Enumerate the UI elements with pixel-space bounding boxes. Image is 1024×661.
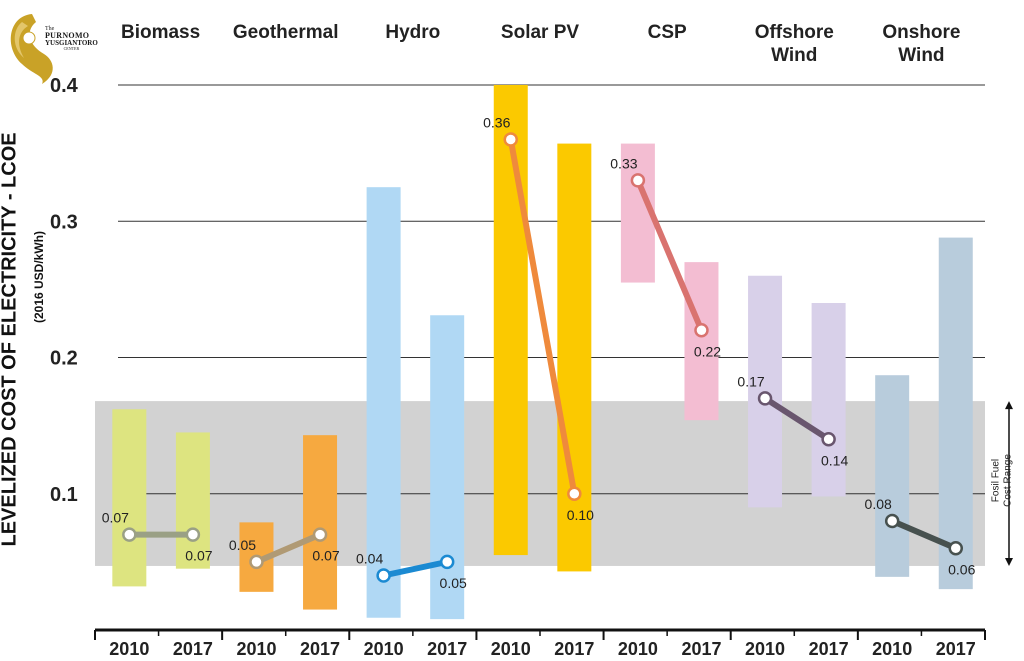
average-point	[312, 527, 328, 542]
range-bar-2010	[366, 187, 401, 618]
range-bar-2017	[430, 315, 465, 620]
average-point	[567, 486, 582, 501]
average-trend-line	[762, 395, 832, 443]
group-title: Geothermal	[233, 22, 339, 43]
average-value-label: 0.07	[102, 510, 129, 526]
average-point	[439, 554, 455, 570]
average-point	[694, 323, 709, 338]
year-label: 2017	[427, 639, 467, 659]
average-value-label: 0.10	[567, 507, 594, 523]
range-bar-2017	[811, 303, 846, 497]
average-point	[503, 132, 519, 147]
average-point	[185, 527, 201, 542]
year-label: 2010	[364, 639, 404, 659]
year-label: 2010	[109, 639, 149, 659]
fossil-label-line1: Fosil Fuel	[990, 458, 1002, 503]
year-label: 2017	[173, 639, 213, 659]
range-bar-2017	[938, 237, 973, 590]
range-bar-2017	[684, 262, 719, 421]
range-bar-2017	[303, 435, 338, 610]
y-tick-label: 0.3	[50, 211, 78, 233]
average-point	[757, 391, 773, 406]
average-value-label: 0.07	[312, 548, 339, 564]
group-title: Hydro	[385, 22, 440, 43]
year-label: 2017	[300, 639, 340, 659]
average-value-label: 0.05	[229, 537, 256, 553]
average-value-label: 0.14	[821, 452, 848, 468]
logo-name-line2: YUSGIANTORO	[45, 39, 98, 47]
year-label: 2010	[236, 639, 276, 659]
logo: The PURNOMO YUSGIANTORO CENTER	[2, 4, 102, 88]
average-point	[376, 568, 391, 583]
y-tick-label: 0.4	[50, 75, 79, 97]
average-point	[630, 173, 646, 188]
average-value-label: 0.17	[737, 373, 764, 389]
group-title: Biomass	[121, 22, 200, 43]
average-trend-line	[507, 136, 578, 497]
fossil-range-label: Fosil Fuel Cost Range	[990, 395, 1024, 570]
average-value-label: 0.08	[865, 496, 892, 512]
year-label: 2010	[872, 639, 912, 659]
group-title: Offshore Wind	[755, 22, 834, 66]
year-label: 2010	[745, 639, 785, 659]
year-label: 2017	[681, 639, 721, 659]
average-point	[122, 527, 137, 542]
average-point	[249, 554, 264, 570]
average-point	[948, 541, 964, 556]
year-label: 2017	[554, 639, 594, 659]
average-value-label: 0.05	[440, 575, 467, 591]
group-title: CSP	[648, 22, 687, 43]
average-point	[884, 513, 900, 529]
year-label: 2010	[491, 639, 531, 659]
average-value-label: 0.22	[694, 343, 721, 359]
range-bar-2010	[112, 409, 147, 587]
average-point	[821, 432, 836, 447]
range-bar-2010	[493, 85, 528, 556]
group-title: Onshore Wind	[882, 22, 960, 66]
logo-name-line1: PURNOMO	[45, 31, 90, 40]
average-value-label: 0.36	[483, 115, 510, 131]
fossil-label-line2: Cost Range	[1002, 454, 1014, 507]
year-label: 2017	[936, 639, 976, 659]
average-value-label: 0.33	[610, 155, 637, 171]
range-bar-2010	[875, 375, 910, 577]
average-value-label: 0.07	[185, 548, 212, 564]
y-tick-label: 0.1	[50, 484, 78, 506]
year-label: 2010	[618, 639, 658, 659]
y-tick-label: 0.2	[50, 348, 78, 370]
logo-the: The	[45, 26, 55, 32]
logo-center: CENTER	[63, 46, 80, 51]
range-bar-2017	[175, 432, 210, 569]
arrow-down-icon	[1005, 557, 1013, 566]
arrow-up-icon	[1005, 401, 1013, 410]
average-value-label: 0.04	[356, 551, 383, 567]
average-value-label: 0.06	[948, 561, 975, 577]
average-trend-line	[634, 177, 705, 334]
logo-swirl-icon	[10, 14, 53, 84]
group-title: Solar PV	[501, 22, 579, 43]
average-trend-line	[889, 518, 959, 552]
average-trend-line	[253, 531, 324, 565]
average-trend-line	[380, 558, 451, 579]
year-label: 2017	[809, 639, 849, 659]
